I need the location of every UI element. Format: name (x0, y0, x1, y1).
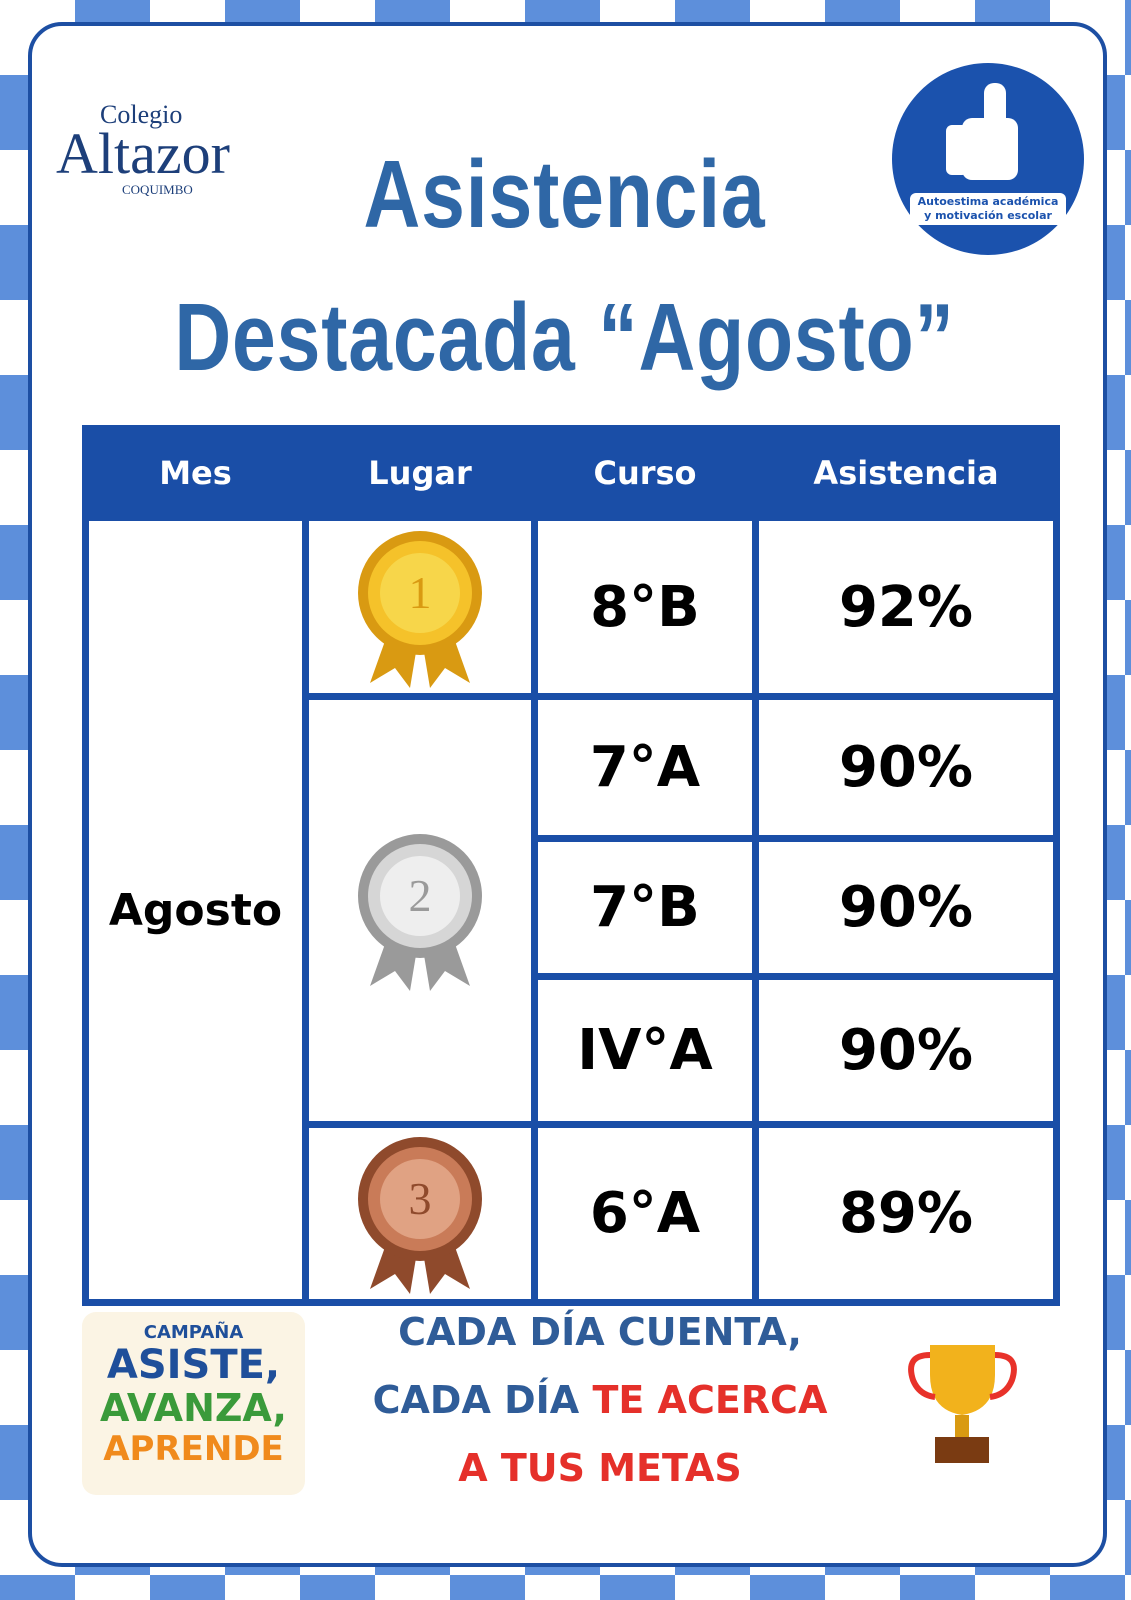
column-header: Lugar (368, 454, 472, 492)
attendance-cell: 92% (759, 521, 1053, 693)
column-header: Asistencia (813, 454, 999, 492)
course-cell: 8°B (538, 521, 752, 693)
title: Destacada “Agosto” (174, 284, 955, 391)
badge: Autoestima académica y motivación escola… (892, 63, 1084, 255)
course-cell: 7°A (538, 700, 752, 835)
course-cell: IV°A (538, 980, 752, 1121)
table-row: IV°A 90% (89, 980, 1053, 1121)
medal: 1 (358, 530, 482, 688)
campaign-logo: CAMPAÑA ASISTE, AVANZA, APRENDE (82, 1312, 305, 1495)
medal-number: 3 (409, 1173, 432, 1224)
attendance-cell: 90% (759, 700, 1053, 835)
campaign-line: CAMPAÑA (143, 1322, 244, 1343)
course-cell: 6°A (538, 1128, 752, 1299)
attendance-cell: 89% (759, 1128, 1053, 1299)
slogan-part: TE ACERCA (592, 1378, 828, 1422)
title: Asistencia (363, 141, 766, 248)
column-header: Curso (593, 454, 697, 492)
medal-number: 1 (409, 567, 432, 618)
badge-text: Autoestima académica y motivación escola… (910, 193, 1066, 225)
slogan-line: CADA DÍA TE ACERCA (360, 1378, 840, 1422)
attendance-cell: 90% (759, 980, 1053, 1121)
medal: 2 (358, 834, 482, 991)
course-cell: 7°B (538, 842, 752, 973)
campaign-line: APRENDE (103, 1429, 284, 1469)
slogan-part: CADA DÍA (372, 1378, 580, 1422)
logo-line: Colegio (100, 100, 183, 129)
medal-number: 2 (409, 870, 432, 921)
month-cell: Agosto (89, 521, 302, 1299)
attendance-table: Mes Lugar Curso Asistencia Agosto 1 8°B 92% 2 7°A… (82, 425, 1060, 1306)
slogan-line: CADA DÍA CUENTA, (398, 1310, 802, 1354)
place-cell: 3 (309, 1128, 531, 1299)
slogan-line: A TUS METAS (458, 1446, 742, 1490)
place-cell: 2 (309, 700, 531, 1121)
campaign-line: ASISTE, (106, 1342, 281, 1388)
trophy (908, 1345, 1017, 1463)
badge-line: Autoestima académica (917, 195, 1059, 208)
table-row: Agosto 1 8°B 92% (89, 521, 1053, 1299)
logo-city: COQUIMBO (122, 182, 193, 197)
place-cell: 1 (309, 521, 531, 693)
medal: 3 (358, 1137, 482, 1294)
thumb-icon (946, 83, 1018, 180)
badge-line: y motivación escolar (924, 209, 1052, 222)
table-row: 7°B 90% (89, 842, 1053, 973)
attendance-cell: 90% (759, 842, 1053, 973)
header-row: Mes Lugar Curso Asistencia (89, 432, 1053, 514)
column-header: Mes (159, 454, 232, 492)
table-row: 3 6°A 89% (89, 1128, 1053, 1299)
logo-name: Altazor (56, 121, 230, 186)
campaign-line: AVANZA, (100, 1386, 287, 1430)
table-row: 2 7°A 90% (89, 700, 1053, 1121)
